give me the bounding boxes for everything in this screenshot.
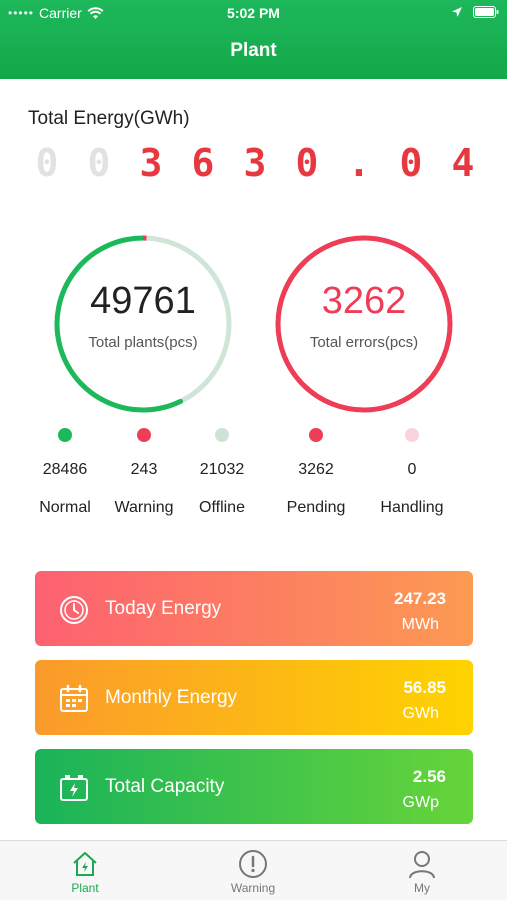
energy-digit: 0	[295, 141, 319, 185]
energy-digit: 4	[451, 141, 475, 185]
legend-pending[interactable]: 3262 Pending	[276, 428, 356, 517]
monthly-energy-card[interactable]: Monthly Energy 56.85 GWh	[35, 660, 473, 735]
monthly-energy-label: Monthly Energy	[105, 687, 238, 708]
total-capacity-value: 2.56	[412, 767, 446, 786]
handling-status-dot-icon	[405, 428, 419, 442]
status-bar: ••••• Carrier 5:02 PM	[0, 5, 507, 23]
monthly-energy-unit: GWh	[402, 705, 439, 722]
total-energy-digits: 0 0 3 6 3 0 . 0 4	[30, 140, 480, 186]
total-capacity-label: Total Capacity	[105, 776, 225, 797]
wifi-icon	[87, 6, 104, 19]
total-energy-label: Total Energy(GWh)	[28, 108, 190, 129]
carrier-label: Carrier	[39, 5, 82, 21]
legend-warning[interactable]: 243 Warning	[104, 428, 184, 517]
pending-status-dot-icon	[309, 428, 323, 442]
tab-my-label: My	[414, 881, 430, 895]
total-plants-label: Total plants(pcs)	[88, 334, 198, 351]
warning-status-dot-icon	[137, 428, 151, 442]
errors-ring-chart	[275, 235, 453, 413]
signal-dots-icon: •••••	[8, 6, 35, 20]
bottom-tab-bar: Plant Warning My	[0, 840, 507, 900]
energy-digit: 3	[243, 141, 267, 185]
page-title: Plant	[230, 40, 277, 61]
header-bar: ••••• Carrier 5:02 PM Plant	[0, 0, 507, 79]
monthly-energy-value: 56.85	[403, 678, 446, 697]
total-errors-value: 3262	[321, 280, 407, 322]
battery-icon	[60, 775, 88, 801]
energy-digit: 6	[191, 141, 215, 185]
today-energy-label: Today Energy	[105, 598, 222, 619]
normal-label: Normal	[39, 499, 91, 516]
calendar-icon	[60, 684, 88, 712]
total-errors-ring[interactable]: 3262 Total errors(pcs)	[272, 232, 456, 416]
tab-warning-label: Warning	[230, 881, 276, 895]
today-energy-unit: MWh	[401, 616, 439, 633]
tab-warning[interactable]: Warning	[193, 841, 313, 900]
total-plants-value: 49761	[90, 280, 196, 322]
warning-count: 243	[130, 461, 158, 478]
energy-decimal-point: .	[347, 141, 371, 185]
offline-status-dot-icon	[215, 428, 229, 442]
normal-count: 28486	[42, 461, 88, 478]
total-capacity-unit: GWp	[402, 794, 439, 811]
user-icon	[409, 851, 435, 879]
total-capacity-card[interactable]: Total Capacity 2.56 GWp	[35, 749, 473, 824]
total-errors-label: Total errors(pcs)	[309, 334, 419, 351]
energy-digit: 0	[399, 141, 423, 185]
clock-icon	[60, 596, 88, 624]
pending-count: 3262	[298, 461, 334, 478]
warning-icon	[239, 850, 267, 878]
energy-digit: 3	[139, 141, 163, 185]
today-energy-card[interactable]: Today Energy 247.23 MWh	[35, 571, 473, 646]
warning-label: Warning	[114, 499, 174, 516]
handling-count: 0	[407, 461, 417, 478]
location-arrow-icon	[452, 7, 462, 17]
handling-label: Handling	[380, 499, 444, 516]
pending-label: Pending	[286, 499, 346, 516]
offline-label: Offline	[199, 499, 245, 516]
today-energy-value: 247.23	[394, 589, 446, 608]
plants-ring-chart	[54, 235, 232, 413]
energy-digit: 0	[35, 141, 59, 185]
tab-plant[interactable]: Plant	[25, 841, 145, 900]
offline-count: 21032	[199, 461, 245, 478]
legend-handling[interactable]: 0 Handling	[372, 428, 452, 517]
clock-time: 5:02 PM	[227, 5, 280, 21]
tab-my[interactable]: My	[362, 841, 482, 900]
legend-normal[interactable]: 28486 Normal	[25, 428, 105, 517]
total-plants-ring[interactable]: 49761 Total plants(pcs)	[51, 232, 235, 416]
energy-digit: 0	[87, 141, 111, 185]
tab-plant-label: Plant	[71, 881, 99, 895]
plant-home-icon	[73, 852, 97, 876]
battery-status-icon	[473, 6, 499, 18]
normal-status-dot-icon	[58, 428, 72, 442]
legend-offline[interactable]: 21032 Offline	[182, 428, 262, 517]
